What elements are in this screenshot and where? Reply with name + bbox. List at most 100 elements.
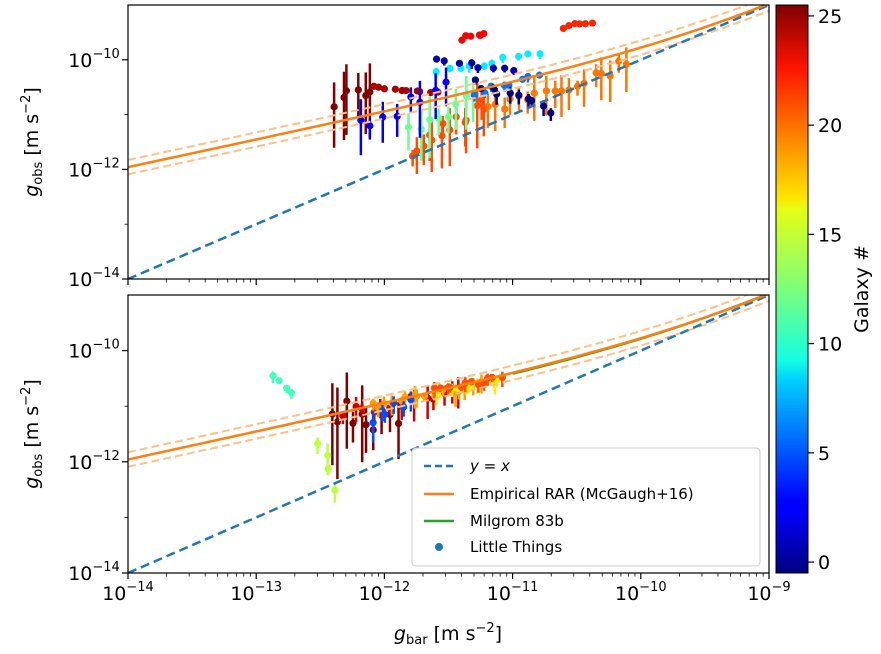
data-point: [366, 88, 374, 96]
rar-lower-band: [128, 9, 769, 176]
data-point: [536, 50, 544, 58]
data-point: [480, 379, 488, 388]
data-point: [339, 412, 347, 420]
data-point: [471, 76, 480, 84]
data-point: [484, 102, 492, 111]
milgrom-line: [512, 295, 769, 375]
data-point: [394, 419, 403, 428]
colorbar-tick-label: 10: [818, 334, 842, 356]
data-point: [565, 22, 573, 30]
data-point: [615, 57, 623, 65]
yx-line: [128, 5, 769, 279]
data-point: [501, 105, 509, 113]
x-tick-label: 10−11: [487, 580, 539, 605]
y-tick-label: 10−14: [68, 560, 120, 585]
data-point: [559, 24, 567, 33]
data-point: [480, 29, 488, 38]
data-point: [331, 486, 339, 494]
data-point: [480, 62, 488, 70]
x-tick-label: 10−12: [359, 580, 411, 605]
data-point: [581, 20, 590, 28]
data-point: [597, 69, 605, 78]
colorbar-tick-label: 5: [818, 443, 830, 465]
data-point: [357, 116, 365, 124]
legend-little-things-swatch: [435, 543, 443, 551]
x-tick-label: 10−14: [102, 580, 154, 605]
bottom-axes-frame: [127, 294, 770, 574]
top-plot-area: [128, 5, 769, 279]
data-point: [369, 419, 377, 427]
data-point: [588, 19, 597, 27]
yx-line: [128, 295, 769, 573]
rar-line: [128, 5, 769, 169]
rar-line: [128, 295, 769, 461]
data-point: [380, 85, 389, 93]
colorbar-ticks: 0 5 10 15 20 25: [808, 6, 842, 574]
rar-upper-band: [128, 295, 750, 454]
data-point: [426, 116, 434, 124]
data-point: [499, 53, 507, 61]
x-axis-label: gbar [m s−2]: [394, 621, 502, 648]
x-tick-label: 10−13: [230, 580, 282, 605]
bottom-panel: 10−14 10−13 10−12 10−11 10−10 10−9 10−14 10−12 1…: [19, 294, 791, 648]
data-point: [468, 59, 476, 67]
top-ticks: 10−14 10−12 10−10: [68, 47, 770, 291]
data-point: [501, 64, 509, 72]
y-tick-label: 10−10: [68, 47, 120, 72]
data-point: [474, 381, 483, 389]
data-point: [439, 120, 447, 128]
data-point: [381, 410, 389, 419]
data-point: [324, 465, 332, 473]
data-point: [413, 147, 421, 155]
data-point: [515, 91, 523, 99]
data-point: [547, 109, 555, 117]
data-point: [393, 112, 401, 120]
y-tick-label: 10−12: [68, 156, 120, 181]
colorbar: 0 5 10 15 20 25 Galaxy #: [775, 4, 873, 574]
legend-rar-label: Empirical RAR (McGaugh+16): [470, 485, 694, 503]
data-point: [374, 83, 383, 91]
data-point: [514, 52, 523, 61]
data-point: [287, 389, 295, 397]
colorbar-tick-label: 15: [818, 224, 842, 246]
data-point: [455, 59, 464, 67]
data-point: [342, 87, 351, 95]
data-point: [269, 372, 277, 380]
data-point: [551, 87, 559, 95]
bottom-plot-area: [128, 295, 769, 573]
data-point: [470, 91, 479, 99]
data-point: [539, 102, 548, 110]
colorbar-gradient: [775, 4, 809, 574]
data-point: [474, 64, 482, 72]
top-axes-frame: [127, 4, 770, 280]
data-point: [283, 384, 291, 392]
data-point: [391, 85, 399, 93]
data-point: [573, 82, 582, 90]
data-point: [430, 384, 439, 392]
data-point: [330, 103, 338, 111]
data-point: [528, 97, 536, 105]
data-point: [362, 421, 370, 429]
top-y-axis-label: gobs [m s−2]: [19, 87, 46, 197]
legend-milgrom-label: Milgrom 83b: [470, 512, 564, 530]
legend-box: [411, 447, 761, 567]
colorbar-tick-label: 0: [818, 552, 830, 574]
data-point: [530, 89, 538, 97]
data-point: [524, 50, 532, 58]
data-point: [473, 102, 481, 110]
legend: y = x Empirical RAR (McGaugh+16) Milgrom…: [411, 447, 761, 567]
data-point: [402, 86, 410, 95]
data-point: [557, 87, 566, 95]
legend-little-things-label: Little Things: [470, 538, 562, 556]
data-point: [510, 67, 518, 75]
data-point: [366, 122, 374, 130]
data-point: [444, 113, 452, 121]
data-point: [489, 64, 497, 72]
y-tick-label: 10−14: [68, 266, 120, 291]
top-panel: 10−14 10−12 10−10 gobs [m s−2]: [19, 4, 770, 291]
data-point: [324, 451, 332, 459]
data-point: [354, 86, 362, 94]
rar-lower-band: [128, 299, 769, 468]
data-point: [576, 20, 584, 28]
